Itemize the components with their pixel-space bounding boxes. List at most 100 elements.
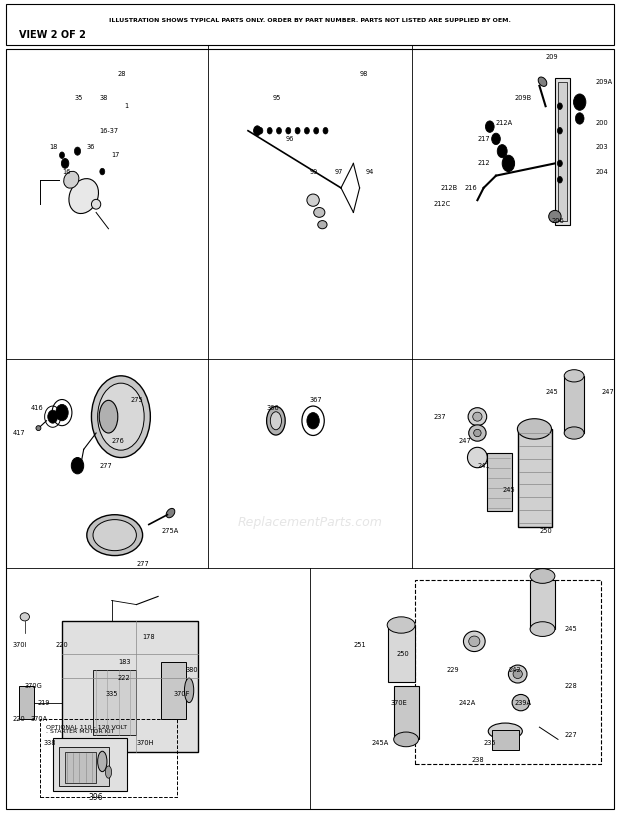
Circle shape <box>267 127 272 134</box>
Text: 212: 212 <box>477 160 490 167</box>
Ellipse shape <box>512 694 529 711</box>
Ellipse shape <box>387 617 415 633</box>
Text: 396: 396 <box>89 792 104 802</box>
Circle shape <box>258 127 263 134</box>
Circle shape <box>314 127 319 134</box>
Text: 1: 1 <box>124 103 128 109</box>
Ellipse shape <box>105 766 112 778</box>
Text: 370G: 370G <box>25 683 43 690</box>
Ellipse shape <box>468 408 487 426</box>
Text: 250: 250 <box>539 528 552 534</box>
Text: 251: 251 <box>353 642 366 649</box>
Text: 17: 17 <box>112 152 120 158</box>
Text: 338: 338 <box>43 740 56 747</box>
Circle shape <box>71 458 84 474</box>
Text: 35: 35 <box>74 95 83 101</box>
Circle shape <box>307 413 319 429</box>
Bar <box>487 453 512 511</box>
Text: 98: 98 <box>360 70 368 77</box>
Ellipse shape <box>469 425 486 441</box>
Circle shape <box>574 94 586 110</box>
Bar <box>53 738 127 791</box>
Text: 335: 335 <box>105 691 118 698</box>
Circle shape <box>295 127 300 134</box>
Text: 417: 417 <box>12 430 25 436</box>
Text: ReplacementParts.com: ReplacementParts.com <box>237 516 383 529</box>
Bar <box>564 376 584 433</box>
Circle shape <box>557 127 562 134</box>
Ellipse shape <box>549 210 561 223</box>
Text: 216: 216 <box>465 185 477 191</box>
Text: 242: 242 <box>508 667 521 673</box>
Bar <box>62 621 198 752</box>
Text: 238: 238 <box>471 757 484 763</box>
Ellipse shape <box>467 448 487 467</box>
Text: 209B: 209B <box>515 95 532 101</box>
Ellipse shape <box>267 407 285 435</box>
Text: 380: 380 <box>186 667 198 673</box>
Circle shape <box>575 113 584 124</box>
Circle shape <box>286 127 291 134</box>
Text: 245: 245 <box>564 626 577 632</box>
Text: 209A: 209A <box>595 78 613 85</box>
Bar <box>93 670 136 735</box>
Text: 95: 95 <box>273 95 281 101</box>
Ellipse shape <box>513 670 522 678</box>
Bar <box>558 82 567 221</box>
Ellipse shape <box>394 732 418 747</box>
Bar <box>394 686 418 739</box>
Ellipse shape <box>87 515 143 556</box>
Ellipse shape <box>92 376 150 458</box>
Text: 204: 204 <box>595 168 608 175</box>
Text: 228: 228 <box>564 683 577 690</box>
Bar <box>492 730 519 750</box>
Text: 245A: 245A <box>372 740 389 747</box>
Text: 16-37: 16-37 <box>99 127 118 134</box>
Text: OPTIONAL 110 - 120 VOLT: OPTIONAL 110 - 120 VOLT <box>46 725 128 730</box>
Circle shape <box>557 160 562 167</box>
Text: . STARTER MOTOR KIT: . STARTER MOTOR KIT <box>46 730 115 734</box>
Ellipse shape <box>474 430 481 437</box>
Text: 36: 36 <box>87 144 95 150</box>
Ellipse shape <box>314 208 325 217</box>
Text: 220: 220 <box>12 716 25 722</box>
Text: 237: 237 <box>434 413 446 420</box>
Text: 367: 367 <box>310 397 322 404</box>
Bar <box>161 662 186 719</box>
Text: 200: 200 <box>595 119 608 126</box>
Ellipse shape <box>270 412 281 430</box>
Bar <box>518 429 552 527</box>
Text: 222: 222 <box>118 675 131 681</box>
Circle shape <box>61 158 69 168</box>
Text: 217: 217 <box>477 136 490 142</box>
Ellipse shape <box>93 520 136 551</box>
Text: 276: 276 <box>112 438 125 444</box>
Circle shape <box>502 155 515 172</box>
Text: 206: 206 <box>552 217 565 224</box>
Circle shape <box>74 147 81 155</box>
Bar <box>65 752 96 783</box>
Bar <box>40 719 177 797</box>
Bar <box>19 686 34 719</box>
Text: 247: 247 <box>601 389 614 395</box>
Text: 416: 416 <box>31 405 43 412</box>
Ellipse shape <box>69 179 99 213</box>
Text: 250: 250 <box>397 650 410 657</box>
Text: 96: 96 <box>285 136 294 142</box>
Text: 275A: 275A <box>161 528 179 534</box>
Ellipse shape <box>98 752 107 771</box>
Text: 18: 18 <box>50 144 58 150</box>
Text: 16: 16 <box>62 168 71 175</box>
Text: 370H: 370H <box>136 740 154 747</box>
Text: 245: 245 <box>546 389 559 395</box>
Circle shape <box>497 145 507 158</box>
Ellipse shape <box>307 194 319 207</box>
Circle shape <box>100 168 105 175</box>
Text: 239A: 239A <box>515 699 531 706</box>
Text: 275: 275 <box>130 397 143 404</box>
Circle shape <box>254 126 261 136</box>
Text: 370I: 370I <box>12 642 27 649</box>
Text: 203: 203 <box>595 144 608 150</box>
Text: 212C: 212C <box>434 201 451 208</box>
Bar <box>388 625 415 682</box>
